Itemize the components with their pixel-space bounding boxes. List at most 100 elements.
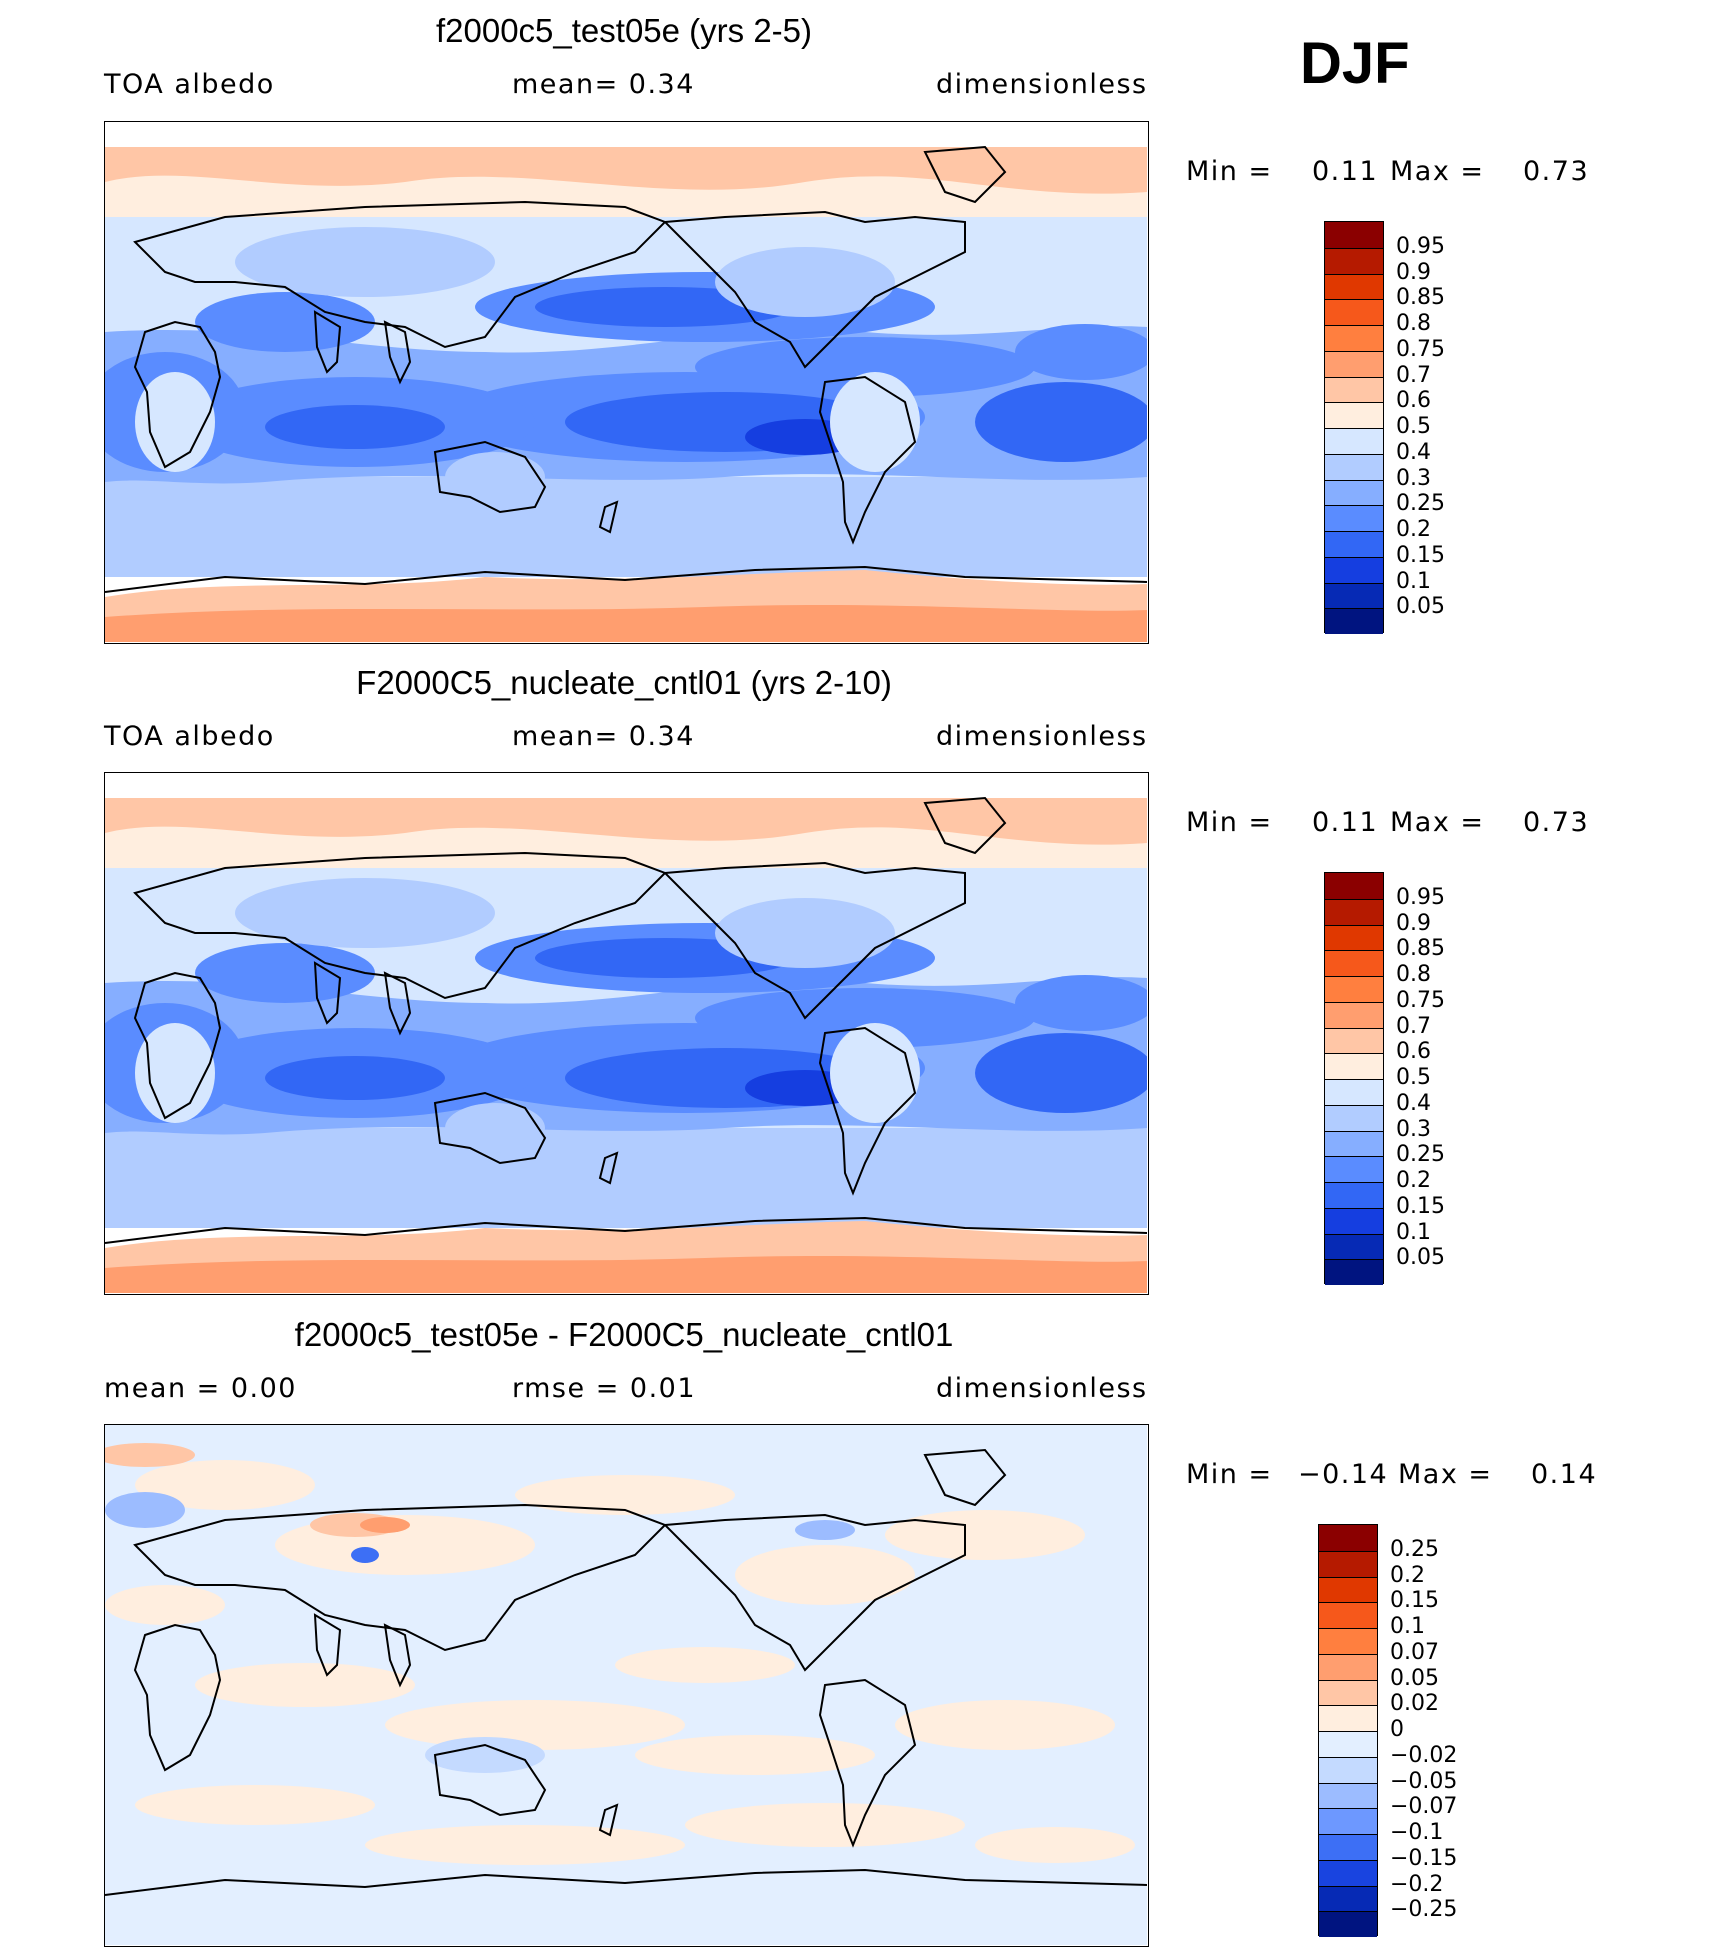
australia-land — [445, 1103, 545, 1153]
colorbar-swatch — [1325, 1001, 1383, 1028]
colorbar-label: 0.95 — [1396, 233, 1445, 259]
coastline — [313, 310, 342, 374]
panel-3-mean-label: mean = 0.00 — [104, 1373, 297, 1404]
colorbar-label: 0.4 — [1396, 439, 1431, 465]
colorbar-swatch — [1325, 1130, 1383, 1157]
coastline — [598, 1803, 619, 1837]
coastline — [133, 320, 222, 469]
contour-region — [195, 943, 375, 1003]
colorbar-swatch — [1325, 273, 1383, 300]
colorbar-label: 0.85 — [1396, 285, 1445, 311]
colorbar-label: 0.3 — [1396, 1116, 1431, 1142]
coastline — [662, 861, 966, 1020]
panel-1-colorbar: 0.95 0.9 0.85 0.8 0.75 0.7 0.6 0.5 0.4 0.3 0.25 0.2… — [1324, 221, 1445, 634]
colorbar-swatch — [1325, 556, 1383, 583]
colorbar-label: −0.07 — [1390, 1794, 1458, 1820]
south-america-land — [830, 372, 920, 472]
asia-land — [235, 878, 495, 948]
colorbar-swatch — [1319, 1756, 1377, 1783]
contour-region — [195, 292, 375, 352]
coastline — [818, 1678, 917, 1848]
coastline — [133, 1623, 222, 1772]
coastline — [105, 1216, 1147, 1244]
panel-3-rmse-label: rmse = 0.01 — [512, 1373, 697, 1404]
colorbar-label: 0.75 — [1396, 336, 1445, 362]
colorbar-label: −0.05 — [1390, 1768, 1458, 1794]
coastline — [923, 1448, 1007, 1507]
southern-ocean-band — [105, 477, 1147, 577]
coastline — [662, 1513, 966, 1672]
panel-1-title: f2000c5_test05e (yrs 2-5) — [435, 12, 813, 49]
colorbar-swatch — [1325, 505, 1383, 531]
panel-2-max-value: 0.73 — [1523, 807, 1590, 838]
colorbar-swatch — [1325, 924, 1383, 951]
colorbar-swatch — [1325, 453, 1383, 480]
colorbar-swatch — [1325, 873, 1383, 899]
colorbar-label: 0.07 — [1390, 1639, 1439, 1665]
panel-2-min-value: 0.11 — [1312, 807, 1379, 838]
panel-2-title: F2000C5_nucleate_cntl01 (yrs 2-10) — [356, 664, 892, 701]
panel-1-min-value: 0.11 — [1312, 156, 1379, 187]
positive-anomaly — [515, 1475, 735, 1515]
colorbar-swatch — [1325, 608, 1383, 634]
coastline — [818, 1026, 917, 1196]
season-label: DJF — [1300, 31, 1410, 96]
colorbar-swatch — [1325, 1156, 1383, 1182]
coastline — [313, 961, 342, 1025]
colorbar-label: 0.25 — [1396, 491, 1445, 517]
colorbar-label: 0 — [1390, 1717, 1404, 1742]
panel-2-min-label: Min = — [1186, 807, 1273, 838]
colorbar-label: 0.15 — [1390, 1588, 1439, 1614]
colorbar-label: 0.9 — [1396, 259, 1431, 285]
colorbar-swatch — [1319, 1885, 1377, 1912]
contour-region — [975, 1033, 1147, 1113]
colorbar-swatch — [1319, 1679, 1377, 1706]
colorbar-label: 0.9 — [1396, 910, 1431, 936]
colorbar-swatch — [1325, 976, 1383, 1002]
africa-land — [135, 1023, 215, 1123]
colorbar-label: −0.2 — [1390, 1871, 1444, 1897]
panel-3-units-label: dimensionless — [936, 1373, 1148, 1404]
colorbar-label: 0.95 — [1396, 884, 1445, 910]
positive-anomaly — [360, 1517, 410, 1533]
colorbar-swatch — [1325, 376, 1383, 403]
colorbar-label: 0.05 — [1396, 594, 1445, 620]
colorbar-swatch — [1319, 1653, 1377, 1680]
colorbar-label: −0.15 — [1390, 1845, 1458, 1871]
panel-1-max-value: 0.73 — [1523, 156, 1590, 187]
coastline — [313, 1613, 342, 1677]
colorbar-swatch — [1325, 1182, 1383, 1208]
colorbar-swatch — [1325, 582, 1383, 609]
panel-3-max-label: Max = — [1398, 1459, 1493, 1490]
africa-land — [135, 372, 215, 472]
north-america-land — [715, 898, 895, 968]
panel-2-units-label: dimensionless — [936, 721, 1148, 752]
coastline — [433, 1743, 547, 1817]
colorbar-swatch — [1325, 898, 1383, 925]
colorbar-swatch — [1325, 350, 1383, 377]
positive-anomaly — [635, 1735, 875, 1775]
coastline — [383, 320, 412, 385]
coastlines — [105, 1448, 1147, 1896]
positive-anomaly — [735, 1545, 915, 1605]
colorbar-label: 0.15 — [1396, 542, 1445, 568]
colorbar-label: 0.2 — [1396, 517, 1431, 542]
panel-2-mean-label: mean= 0.34 — [512, 721, 695, 752]
coastline — [133, 200, 667, 349]
colorbar-label: 0.75 — [1396, 987, 1445, 1013]
negative-anomaly — [351, 1547, 379, 1563]
antarctica-interior — [105, 605, 1147, 642]
colorbar-label: 0.6 — [1396, 1039, 1431, 1065]
colorbar-label: 0.25 — [1390, 1536, 1439, 1562]
colorbar-label: 0.05 — [1390, 1665, 1439, 1691]
colorbar-swatch — [1325, 1207, 1383, 1234]
asia-land — [235, 227, 495, 297]
colorbar-box — [1324, 872, 1384, 1285]
panel-3-title: f2000c5_test05e - F2000C5_nucleate_cntl0… — [294, 1316, 954, 1353]
colorbar-swatch — [1325, 247, 1383, 274]
colorbar-label: 0.02 — [1390, 1691, 1439, 1717]
panel-2-map — [104, 772, 1149, 1295]
colorbar-swatch — [1325, 428, 1383, 454]
colorbar-label: 0.5 — [1396, 414, 1431, 439]
contour-region — [1015, 324, 1147, 380]
